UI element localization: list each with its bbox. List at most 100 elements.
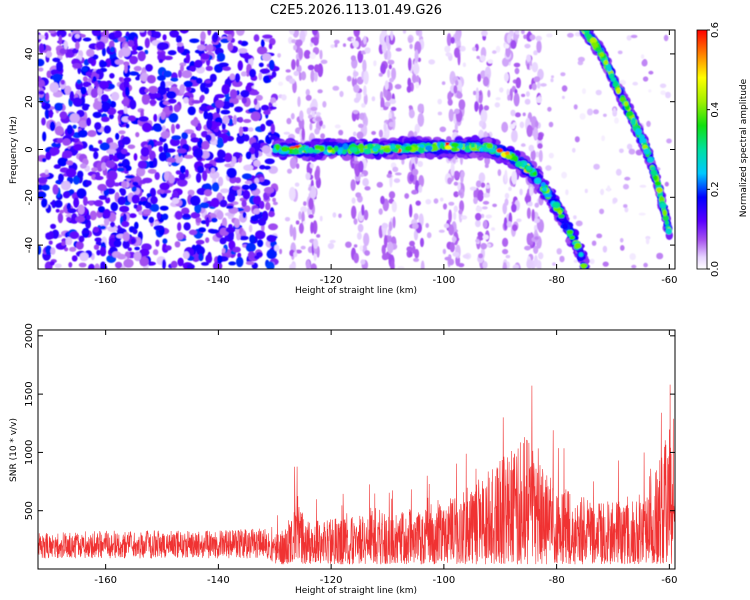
spectral-blob: [286, 117, 292, 125]
spectral-blob: [322, 101, 327, 108]
spectral-blob: [573, 259, 578, 263]
spectral-blob: [407, 77, 412, 87]
spectral-blob: [353, 30, 358, 35]
spectral-blob: [38, 245, 42, 255]
spectral-blob: [76, 188, 87, 199]
spectral-blob: [222, 66, 231, 71]
spectral-blob: [236, 233, 241, 241]
spectral-blob: [659, 195, 664, 203]
spectral-blob: [536, 96, 543, 104]
spectral-blob: [660, 90, 666, 96]
spectral-blob: [526, 124, 533, 137]
spectral-blob: [314, 145, 322, 149]
spectral-blob: [310, 263, 317, 269]
chart-title: C2E5.2026.113.01.49.G26: [270, 3, 442, 18]
spectral-blob: [483, 105, 490, 111]
x-tick-label: -80: [548, 575, 564, 586]
spectral-blob: [552, 201, 561, 209]
spectral-blob: [175, 170, 182, 175]
spectral-blob: [73, 197, 80, 208]
spectral-blob: [133, 36, 138, 47]
spectral-blob: [663, 34, 669, 42]
spectral-blob: [535, 151, 540, 158]
spectral-blob: [531, 209, 535, 222]
spectral-blob: [220, 109, 231, 115]
spectral-blob: [596, 233, 603, 239]
spectral-blob: [574, 32, 582, 37]
x-tick-label: -60: [661, 275, 677, 286]
spectral-blob: [502, 248, 509, 255]
spectral-blob: [274, 244, 280, 252]
spectral-blob: [100, 94, 109, 102]
spectral-blob: [200, 31, 206, 42]
spectral-blob: [227, 193, 236, 203]
spectral-blob: [524, 195, 531, 203]
spectral-blob: [87, 78, 92, 83]
spectral-blob: [345, 241, 352, 248]
spectral-blob: [215, 157, 226, 163]
spectral-blob: [253, 34, 260, 42]
spectral-blob: [387, 241, 394, 254]
spectral-blob: [110, 202, 119, 212]
spectral-blob: [506, 261, 510, 269]
spectral-blob: [352, 109, 359, 115]
spectral-blob: [526, 63, 530, 70]
spectral-blob: [45, 50, 53, 58]
spectral-blob: [144, 201, 152, 209]
spectral-blob: [217, 149, 226, 159]
spectral-blob: [235, 30, 245, 36]
spectral-blob: [400, 145, 406, 150]
spectral-blob: [133, 153, 138, 161]
spectral-blob: [388, 121, 395, 128]
snr-x-axis: -160 -140 -120 -100 -80 -60: [94, 330, 678, 586]
spectral-blob: [190, 137, 200, 143]
spectral-blob: [624, 176, 631, 181]
y-tick-label: 0: [24, 146, 35, 152]
spectral-blob: [378, 208, 383, 215]
spectral-blob: [381, 244, 386, 255]
spectral-blob: [198, 227, 207, 233]
spectral-blob: [297, 96, 301, 108]
spectral-blob: [363, 85, 367, 97]
spectral-blob: [480, 109, 488, 123]
spectral-blob: [472, 46, 477, 52]
spectral-blob: [361, 204, 365, 216]
spectral-blob: [453, 181, 459, 186]
spectrogram-y-axis: 40 20 0 -20 -40: [24, 48, 675, 253]
spectral-blob: [68, 189, 75, 195]
spectral-blob: [209, 229, 219, 234]
spectral-blob: [42, 131, 47, 142]
spectral-blob: [494, 102, 500, 108]
spectral-blob: [268, 211, 275, 218]
spectral-blob: [72, 63, 82, 69]
spectral-blob: [89, 210, 97, 221]
spectral-blob: [457, 181, 461, 191]
spectral-blob: [45, 152, 52, 160]
spectral-blob: [168, 113, 179, 123]
spectral-blob: [465, 145, 471, 151]
spectral-blob: [136, 46, 144, 51]
spectral-blob: [270, 123, 275, 134]
spectral-blob: [56, 138, 64, 144]
spectral-blob: [38, 177, 48, 184]
spectral-blob: [353, 97, 360, 103]
spectral-blob: [581, 26, 587, 30]
spectral-blob: [114, 30, 122, 39]
spectral-blob: [187, 189, 195, 196]
spectral-blob: [516, 218, 522, 223]
spectral-blob: [124, 63, 128, 74]
spectral-blob: [249, 182, 258, 191]
spectral-blob: [573, 215, 577, 220]
spectral-blob: [409, 204, 413, 218]
spectral-blob: [453, 211, 457, 221]
spectral-blob: [659, 83, 667, 89]
spectral-blob: [255, 94, 263, 101]
spectral-blob: [648, 89, 652, 93]
spectral-blob: [337, 149, 343, 155]
spectral-blob: [241, 97, 247, 104]
spectral-blob: [314, 64, 320, 73]
spectral-blob: [480, 242, 488, 250]
spectral-blob: [94, 199, 104, 207]
spectral-blob: [642, 76, 649, 82]
spectral-blob: [113, 239, 122, 248]
